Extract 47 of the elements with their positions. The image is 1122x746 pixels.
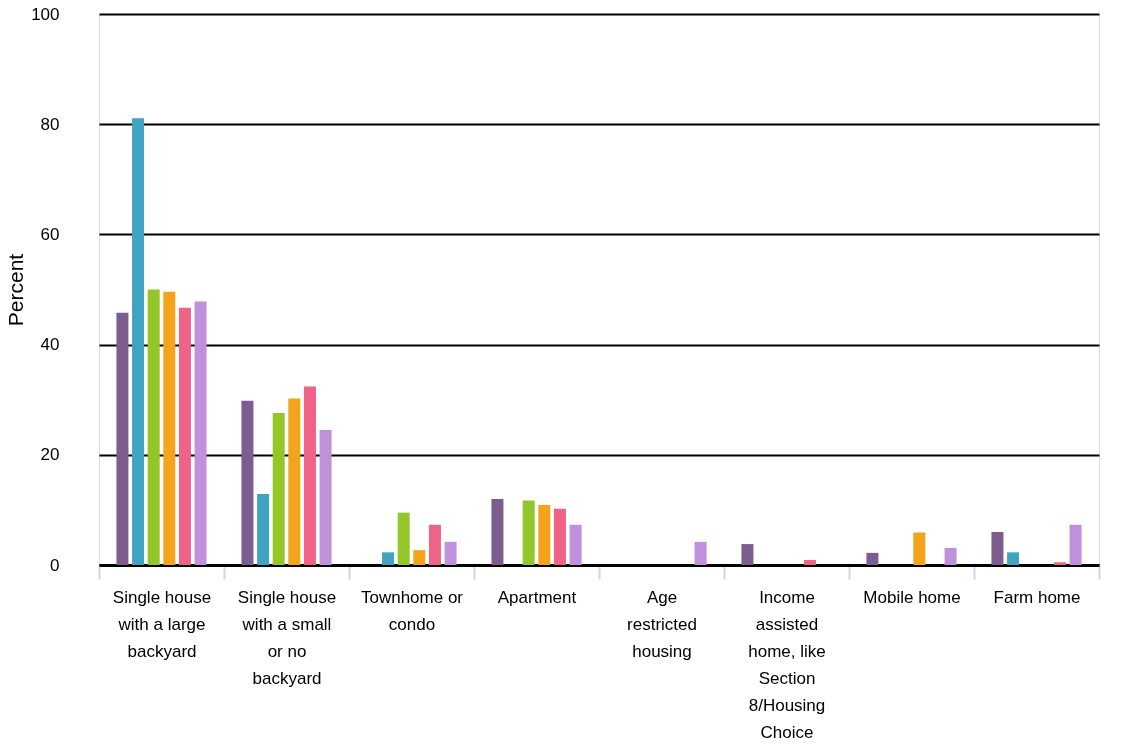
bar [1007, 552, 1020, 565]
bar [741, 544, 754, 565]
bar [178, 307, 191, 565]
bar [538, 504, 551, 565]
bar [147, 289, 160, 565]
bar [288, 398, 301, 565]
bar [116, 312, 129, 565]
bar [491, 498, 504, 565]
y-tick-label: 80 [40, 114, 60, 134]
bar [413, 550, 426, 565]
x-tick-label: Single house with a small or no backyard [237, 587, 337, 688]
bar [319, 430, 332, 565]
bar [1053, 562, 1066, 565]
bar [569, 524, 582, 565]
x-tick-label: Mobile home [863, 587, 961, 607]
x-tick-label: Single house with a large backyard [112, 587, 212, 661]
bar [991, 531, 1004, 565]
bar [444, 541, 457, 565]
y-tick-label: 20 [40, 445, 60, 465]
bar [132, 118, 145, 565]
bar [257, 493, 270, 565]
bar [1069, 524, 1082, 565]
bar [303, 386, 316, 565]
bar [163, 291, 176, 565]
bar [194, 301, 207, 565]
bar [553, 508, 566, 565]
bar [522, 500, 535, 565]
bar [866, 552, 879, 565]
bar [944, 547, 957, 565]
x-tick-label: Income assisted home, like Section 8/Housing Choice [748, 587, 826, 742]
bar [382, 552, 395, 565]
x-tick-label: Age restricted housing [627, 587, 697, 661]
bar [397, 512, 410, 565]
bar [803, 560, 816, 565]
y-tick-label: 0 [50, 555, 60, 575]
bar [694, 541, 707, 565]
x-tick-label: Townhome or condo [360, 587, 464, 634]
x-tick-label: Apartment [497, 587, 577, 607]
bar [272, 412, 285, 565]
y-tick-label: 60 [40, 224, 60, 244]
bar [913, 532, 926, 565]
bar [241, 400, 254, 565]
y-tick-label: 100 [31, 4, 60, 24]
y-tick-label: 40 [40, 335, 60, 355]
x-tick-label: Farm home [993, 587, 1081, 607]
y-axis-title: Percent [4, 253, 28, 327]
bar [428, 524, 441, 565]
